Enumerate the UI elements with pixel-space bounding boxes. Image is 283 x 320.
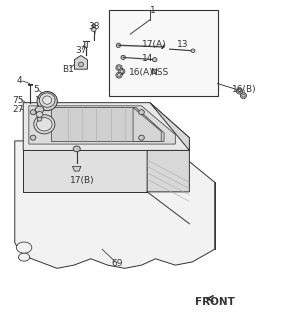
Ellipse shape	[120, 70, 123, 73]
Ellipse shape	[91, 27, 96, 31]
Polygon shape	[74, 55, 87, 69]
Text: 14: 14	[142, 53, 153, 62]
Polygon shape	[52, 108, 164, 141]
Ellipse shape	[116, 43, 121, 48]
Text: 16(B): 16(B)	[231, 85, 256, 94]
Text: B1: B1	[62, 65, 74, 74]
Ellipse shape	[152, 69, 156, 74]
Ellipse shape	[37, 117, 42, 121]
Polygon shape	[133, 108, 161, 141]
Polygon shape	[23, 103, 189, 150]
Text: 37: 37	[75, 45, 87, 55]
Text: 38: 38	[88, 22, 99, 31]
Ellipse shape	[39, 93, 55, 107]
Text: 5: 5	[33, 85, 39, 94]
Text: 16(A): 16(A)	[129, 68, 153, 77]
Text: 69: 69	[112, 259, 123, 268]
Ellipse shape	[139, 110, 144, 115]
Polygon shape	[92, 24, 95, 28]
Ellipse shape	[116, 65, 122, 70]
Ellipse shape	[240, 93, 246, 99]
Ellipse shape	[139, 135, 144, 140]
Polygon shape	[29, 106, 175, 144]
Polygon shape	[147, 103, 189, 192]
Ellipse shape	[238, 90, 241, 92]
Text: 27: 27	[12, 105, 23, 114]
Bar	[109, 10, 218, 96]
Ellipse shape	[18, 253, 30, 261]
Ellipse shape	[191, 49, 195, 52]
Ellipse shape	[236, 88, 243, 94]
Ellipse shape	[121, 55, 125, 60]
Ellipse shape	[119, 68, 125, 74]
Ellipse shape	[30, 135, 36, 140]
Ellipse shape	[16, 242, 32, 253]
Text: 75: 75	[12, 96, 23, 105]
Ellipse shape	[116, 72, 122, 78]
Polygon shape	[72, 166, 81, 171]
Ellipse shape	[34, 115, 55, 134]
Ellipse shape	[37, 118, 52, 131]
Text: 1: 1	[150, 6, 156, 15]
Text: FRONT: FRONT	[195, 297, 235, 307]
Text: 4: 4	[17, 76, 23, 85]
Ellipse shape	[35, 106, 44, 113]
Ellipse shape	[30, 110, 36, 115]
Text: NSS: NSS	[150, 68, 168, 77]
Ellipse shape	[36, 112, 43, 117]
Ellipse shape	[117, 74, 121, 77]
Ellipse shape	[78, 62, 83, 67]
Polygon shape	[23, 150, 147, 192]
Text: 17(A): 17(A)	[142, 40, 166, 49]
Ellipse shape	[37, 92, 57, 111]
Ellipse shape	[117, 66, 121, 69]
Ellipse shape	[153, 58, 157, 62]
Ellipse shape	[43, 96, 52, 104]
Ellipse shape	[73, 146, 80, 152]
Ellipse shape	[242, 94, 245, 97]
Polygon shape	[15, 141, 215, 268]
Text: 17(B): 17(B)	[70, 176, 95, 185]
Text: 13: 13	[177, 40, 188, 49]
Bar	[84, 42, 87, 47]
